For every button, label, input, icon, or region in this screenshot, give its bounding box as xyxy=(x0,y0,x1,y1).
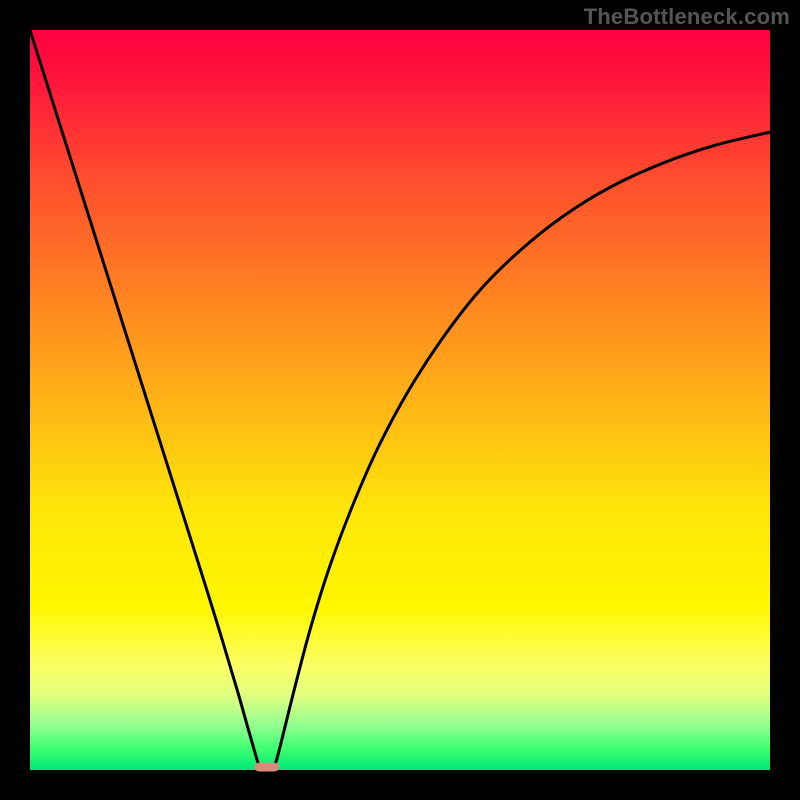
watermark-text: TheBottleneck.com xyxy=(584,4,790,30)
chart-container: TheBottleneck.com xyxy=(0,0,800,800)
plot-background xyxy=(30,30,770,770)
chart-svg xyxy=(0,0,800,800)
minimum-marker xyxy=(254,763,279,772)
